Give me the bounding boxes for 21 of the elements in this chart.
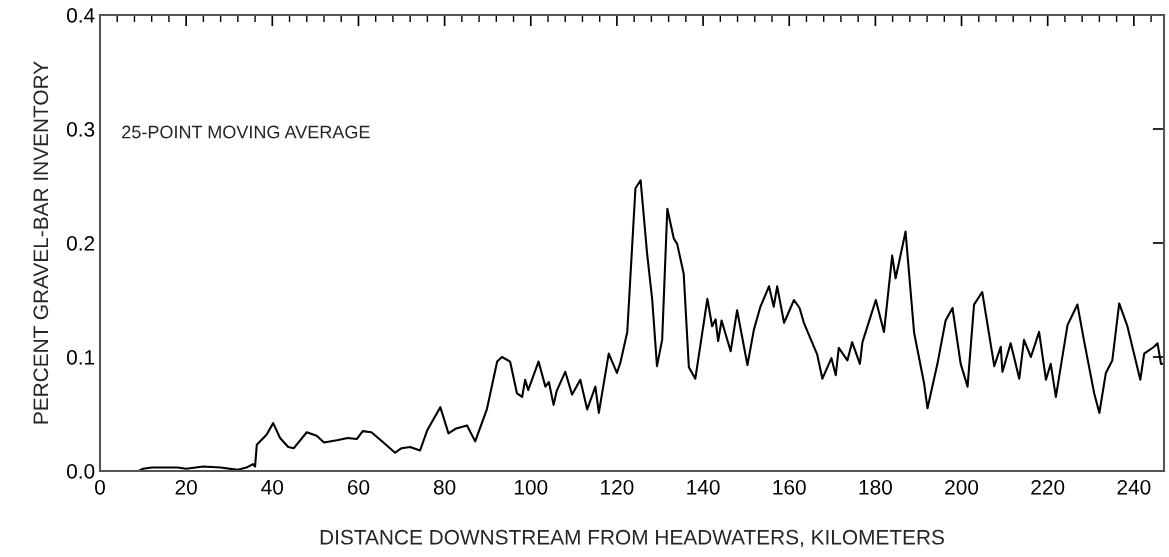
x-tick-label: 160 xyxy=(773,479,806,495)
x-tick-label: 80 xyxy=(433,479,456,495)
x-tick-label: 40 xyxy=(261,479,284,495)
x-tick-label: 220 xyxy=(1031,479,1065,495)
y-axis-title: PERCENT GRAVEL-BAR INVENTORY xyxy=(33,61,49,424)
y-tick-label: 0.0 xyxy=(66,464,95,479)
x-tick-label: 20 xyxy=(175,479,197,495)
x-tick-label: 200 xyxy=(945,479,979,495)
x-tick-label: 60 xyxy=(347,479,370,495)
annotation: 25-POINT MOVING AVERAGE xyxy=(122,125,370,139)
y-tick-label: 0.2 xyxy=(66,236,95,251)
y-tick-label: 0.1 xyxy=(66,350,95,365)
x-tick-label: 0 xyxy=(95,479,105,495)
y-tick-label: 0.4 xyxy=(66,8,95,23)
x-axis-title: DISTANCE DOWNSTREAM FROM HEADWATERS, KILOMETERS xyxy=(320,529,944,548)
x-tick-label: 180 xyxy=(859,479,892,495)
x-tick-label: 140 xyxy=(687,479,720,495)
x-tick-label: 100 xyxy=(514,479,548,495)
x-tick-label: 240 xyxy=(1117,479,1151,495)
y-tick-label: 0.3 xyxy=(66,122,95,137)
x-tick-label: 120 xyxy=(601,479,634,495)
